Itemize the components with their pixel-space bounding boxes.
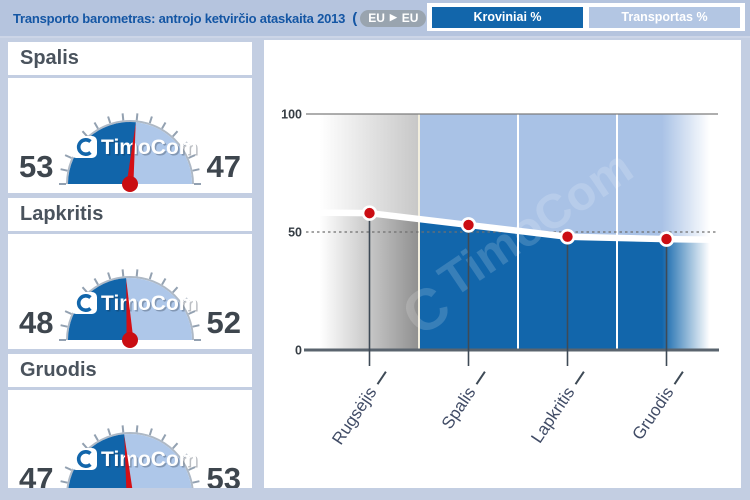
page-title: Transporto barometras: antrojo ketvirčio… <box>13 10 346 26</box>
chart-panel: C TimoCom 100 50 0 Rugsėjis Spalis Lapkritis G… <box>264 40 741 488</box>
y-tick-label: 0 <box>295 344 302 358</box>
gauge-right-value: 53 <box>206 461 241 488</box>
gauge-right-value: 47 <box>206 149 241 184</box>
route-from: EU <box>368 10 385 25</box>
timocom-logo: TimoCom TimoCom <box>71 292 199 317</box>
gauge-panel-title-0: Spalis <box>8 42 252 75</box>
label-leader-line <box>673 371 684 386</box>
route-to: EU <box>401 10 419 25</box>
gauge-left-value: 48 <box>19 305 54 340</box>
topbar: Transporto barometras: antrojo ketvirčio… <box>0 0 750 38</box>
gauge-right-value: 52 <box>206 305 241 340</box>
tab-kroviniai[interactable]: Kroviniai % <box>432 6 583 28</box>
gauge-dial: TimoCom TimoCom <box>60 425 200 488</box>
data-point-0 <box>361 205 378 221</box>
gauge-column: Spalis TimoCom TimoCom 53 47 Lapkritis Tim… <box>8 42 252 488</box>
tab-transportas[interactable]: Transportas % <box>589 6 740 28</box>
arrow-right-icon: ▶ <box>389 12 397 22</box>
gauge-0: TimoCom TimoCom 53 47 <box>8 78 252 193</box>
gauge-needle-hub <box>122 176 138 192</box>
gauge-panel-title-2: Gruodis <box>8 354 252 387</box>
gauge-needle <box>126 123 136 185</box>
gauge-dial: TimoCom TimoCom <box>59 113 201 192</box>
y-tick-label: 50 <box>288 226 302 240</box>
label-leader-line <box>475 371 486 386</box>
data-point-1 <box>460 217 477 233</box>
label-leader-line <box>574 371 585 386</box>
gauge-needle-hub <box>122 332 138 348</box>
gauge-left-value: 53 <box>19 149 54 184</box>
gauge-panel-title-1: Lapkritis <box>8 198 252 231</box>
gauge-needle <box>126 279 134 341</box>
gauge-left-value: 47 <box>19 461 54 488</box>
paren-open: ( <box>352 9 358 27</box>
svg-text:TimoCom: TimoCom <box>101 136 197 159</box>
trend-line <box>316 209 720 244</box>
data-point-2 <box>559 228 576 245</box>
svg-text:TimoCom: TimoCom <box>101 292 197 315</box>
gauge-2: TimoCom TimoCom 47 53 <box>8 390 252 488</box>
timocom-logo: TimoCom TimoCom <box>71 136 199 161</box>
gauge-1: TimoCom TimoCom 48 52 <box>8 234 252 349</box>
label-leader-line <box>376 371 387 386</box>
svg-text:TimoCom: TimoCom <box>101 448 197 471</box>
data-point-3 <box>658 231 675 247</box>
timocom-logo: TimoCom TimoCom <box>71 448 199 473</box>
tab-bar: Kroviniai % Transportas % <box>427 3 745 31</box>
eu-route-badge: EU ▶ EU <box>360 9 427 27</box>
y-tick-label: 100 <box>281 108 302 122</box>
gauge-dial: TimoCom TimoCom <box>59 269 201 348</box>
svg-text:TimoCom: TimoCom <box>103 138 199 161</box>
